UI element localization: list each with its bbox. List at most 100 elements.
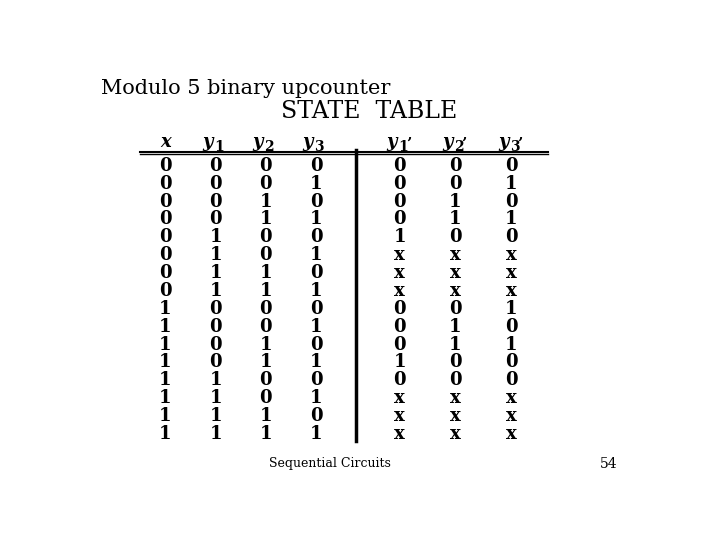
Text: y: y	[498, 133, 508, 151]
Text: 1: 1	[159, 318, 171, 336]
Text: 1: 1	[398, 140, 408, 154]
Text: 2: 2	[264, 140, 274, 154]
Text: 0: 0	[259, 228, 272, 246]
Text: 0: 0	[449, 228, 462, 246]
Text: 1: 1	[259, 193, 272, 211]
Text: 1: 1	[449, 193, 462, 211]
Text: 0: 0	[505, 157, 518, 175]
Text: ’: ’	[406, 137, 411, 150]
Text: 0: 0	[449, 175, 462, 193]
Text: x: x	[450, 282, 461, 300]
Text: 1: 1	[449, 211, 462, 228]
Text: 0: 0	[393, 336, 406, 354]
Text: y: y	[387, 133, 397, 151]
Text: y: y	[442, 133, 453, 151]
Text: x: x	[450, 389, 461, 407]
Text: 1: 1	[210, 228, 222, 246]
Text: 0: 0	[159, 193, 171, 211]
Text: 0: 0	[393, 157, 406, 175]
Text: 0: 0	[505, 354, 518, 372]
Text: x: x	[506, 264, 517, 282]
Text: 0: 0	[159, 157, 171, 175]
Text: Modulo 5 binary upcounter: Modulo 5 binary upcounter	[101, 79, 390, 98]
Text: 1: 1	[159, 336, 171, 354]
Text: 0: 0	[505, 193, 518, 211]
Text: x: x	[450, 264, 461, 282]
Text: 1: 1	[259, 264, 272, 282]
Text: 1: 1	[159, 407, 171, 425]
Text: 0: 0	[259, 372, 272, 389]
Text: y: y	[253, 133, 263, 151]
Text: 1: 1	[210, 264, 222, 282]
Text: 0: 0	[210, 300, 222, 318]
Text: x: x	[506, 389, 517, 407]
Text: 0: 0	[159, 246, 171, 264]
Text: 0: 0	[393, 300, 406, 318]
Text: 1: 1	[393, 354, 406, 372]
Text: ’: ’	[462, 137, 467, 150]
Text: 0: 0	[310, 407, 323, 425]
Text: 1: 1	[505, 336, 518, 354]
Text: 1: 1	[310, 389, 323, 407]
Text: x: x	[395, 389, 405, 407]
Text: x: x	[395, 264, 405, 282]
Text: 1: 1	[310, 425, 323, 443]
Text: 1: 1	[159, 300, 171, 318]
Text: 0: 0	[259, 157, 272, 175]
Text: 0: 0	[393, 193, 406, 211]
Text: 0: 0	[393, 372, 406, 389]
Text: x: x	[160, 133, 171, 151]
Text: 1: 1	[214, 140, 224, 154]
Text: 1: 1	[449, 318, 462, 336]
Text: x: x	[395, 246, 405, 264]
Text: x: x	[506, 246, 517, 264]
Text: 0: 0	[159, 282, 171, 300]
Text: 0: 0	[310, 300, 323, 318]
Text: 1: 1	[449, 336, 462, 354]
Text: x: x	[506, 425, 517, 443]
Text: 1: 1	[310, 175, 323, 193]
Text: y: y	[302, 133, 313, 151]
Text: 0: 0	[449, 372, 462, 389]
Text: x: x	[506, 282, 517, 300]
Text: x: x	[395, 407, 405, 425]
Text: 0: 0	[449, 157, 462, 175]
Text: 1: 1	[159, 372, 171, 389]
Text: 0: 0	[210, 354, 222, 372]
Text: 1: 1	[259, 354, 272, 372]
Text: 1: 1	[259, 282, 272, 300]
Text: 0: 0	[210, 193, 222, 211]
Text: 0: 0	[393, 211, 406, 228]
Text: 0: 0	[310, 336, 323, 354]
Text: 0: 0	[310, 193, 323, 211]
Text: 1: 1	[310, 211, 323, 228]
Text: 1: 1	[259, 211, 272, 228]
Text: y: y	[202, 133, 213, 151]
Text: 1: 1	[310, 246, 323, 264]
Text: 1: 1	[210, 425, 222, 443]
Text: x: x	[450, 407, 461, 425]
Text: 54: 54	[600, 457, 618, 471]
Text: 0: 0	[259, 318, 272, 336]
Text: 1: 1	[210, 407, 222, 425]
Text: 0: 0	[210, 175, 222, 193]
Text: 0: 0	[505, 228, 518, 246]
Text: 1: 1	[310, 282, 323, 300]
Text: 0: 0	[259, 246, 272, 264]
Text: 1: 1	[159, 354, 171, 372]
Text: 0: 0	[449, 354, 462, 372]
Text: 0: 0	[159, 211, 171, 228]
Text: 0: 0	[159, 228, 171, 246]
Text: x: x	[395, 282, 405, 300]
Text: 0: 0	[210, 336, 222, 354]
Text: 0: 0	[210, 157, 222, 175]
Text: 0: 0	[393, 175, 406, 193]
Text: 1: 1	[310, 318, 323, 336]
Text: 1: 1	[210, 389, 222, 407]
Text: 0: 0	[259, 175, 272, 193]
Text: 0: 0	[310, 228, 323, 246]
Text: 0: 0	[505, 318, 518, 336]
Text: 0: 0	[505, 372, 518, 389]
Text: ’: ’	[518, 137, 523, 150]
Text: 1: 1	[505, 300, 518, 318]
